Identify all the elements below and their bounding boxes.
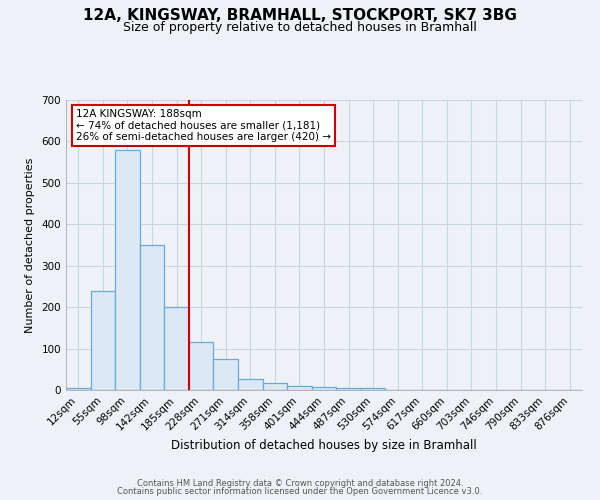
Y-axis label: Number of detached properties: Number of detached properties bbox=[25, 158, 35, 332]
Bar bbox=[214, 359, 238, 390]
Bar bbox=[140, 245, 164, 390]
Bar bbox=[164, 307, 189, 390]
Bar bbox=[312, 387, 336, 390]
Bar bbox=[66, 388, 91, 390]
Bar bbox=[189, 342, 214, 390]
Bar bbox=[287, 386, 312, 390]
Bar bbox=[91, 292, 115, 390]
Bar bbox=[115, 150, 140, 390]
Text: Contains public sector information licensed under the Open Government Licence v3: Contains public sector information licen… bbox=[118, 487, 482, 496]
Bar bbox=[361, 388, 385, 390]
Text: Contains HM Land Registry data © Crown copyright and database right 2024.: Contains HM Land Registry data © Crown c… bbox=[137, 478, 463, 488]
Text: 12A, KINGSWAY, BRAMHALL, STOCKPORT, SK7 3BG: 12A, KINGSWAY, BRAMHALL, STOCKPORT, SK7 … bbox=[83, 8, 517, 22]
Text: 12A KINGSWAY: 188sqm
← 74% of detached houses are smaller (1,181)
26% of semi-de: 12A KINGSWAY: 188sqm ← 74% of detached h… bbox=[76, 108, 331, 142]
Bar bbox=[263, 383, 287, 390]
Bar bbox=[336, 388, 361, 390]
Bar bbox=[238, 379, 263, 390]
X-axis label: Distribution of detached houses by size in Bramhall: Distribution of detached houses by size … bbox=[171, 438, 477, 452]
Text: Size of property relative to detached houses in Bramhall: Size of property relative to detached ho… bbox=[123, 21, 477, 34]
